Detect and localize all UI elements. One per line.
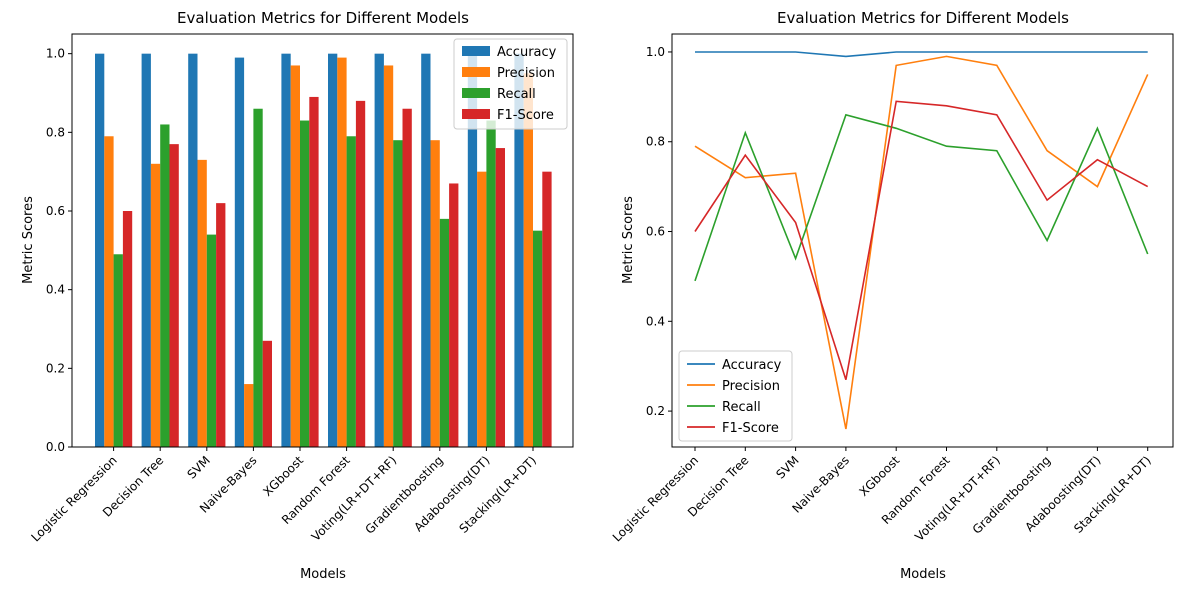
bar-y-tick-label: 1.0	[46, 47, 65, 61]
bar-accuracy-gradientboosting	[421, 53, 431, 448]
bar-precision-logistic-regression	[104, 136, 114, 447]
line-chart-legend: Accuracy Precision Recall F1-Score	[678, 350, 793, 442]
line-series-f1-score	[694, 100, 1149, 380]
line-legend-label-f1-score: F1-Score	[722, 421, 779, 436]
bar-chart-ylabel: Metric Scores	[21, 196, 36, 284]
bar-chart-xlabel: Models	[300, 567, 346, 582]
bar-recall-voting-lr-dt-rf	[393, 140, 403, 447]
line-legend-label-accuracy: Accuracy	[722, 358, 782, 373]
bar-recall-stacking-lr-dt	[533, 230, 543, 447]
bar-y-tick-label: 0.6	[46, 204, 65, 218]
bar-accuracy-voting-lr-dt-rf	[374, 53, 384, 448]
line-chart-ylabel: Metric Scores	[621, 196, 636, 284]
bar-precision-gradientboosting	[430, 140, 440, 447]
bar-f1-score-naive-bayes	[262, 340, 272, 447]
bar-f1-score-stacking-lr-dt	[542, 171, 552, 447]
bar-precision-adaboosting-dt	[477, 171, 487, 447]
line-series-accuracy	[695, 51, 1148, 58]
bar-legend-swatch-precision	[462, 67, 490, 77]
line-x-tick-label: SVM	[773, 453, 801, 481]
line-legend-label-recall: Recall	[722, 400, 761, 415]
bar-accuracy-svm	[188, 53, 198, 448]
line-legend-label-precision: Precision	[722, 379, 780, 394]
bar-precision-random-forest	[337, 57, 347, 447]
bar-recall-random-forest	[346, 136, 356, 447]
bar-legend-swatch-accuracy	[462, 46, 490, 56]
bar-legend-label-recall: Recall	[497, 87, 536, 102]
bar-accuracy-decision-tree	[141, 53, 151, 448]
bar-x-tick-label: XGboost	[260, 453, 306, 499]
line-legend-box	[678, 350, 793, 442]
bar-x-tick-label: Logistic Regression	[28, 453, 119, 544]
bar-recall-naive-bayes	[253, 108, 263, 447]
bar-f1-score-voting-lr-dt-rf	[402, 108, 412, 447]
bar-chart-title: Evaluation Metrics for Different Models	[177, 9, 469, 27]
line-y-tick-label: 1.0	[646, 45, 665, 59]
bar-recall-logistic-regression	[113, 254, 123, 447]
bar-accuracy-stacking-lr-dt	[514, 53, 524, 448]
bar-precision-naive-bayes	[244, 384, 254, 447]
bar-legend-swatch-recall	[462, 88, 490, 98]
bar-accuracy-logistic-regression	[95, 53, 105, 448]
bar-f1-score-adaboosting-dt	[495, 148, 505, 448]
bar-recall-gradientboosting	[439, 218, 450, 447]
line-chart-title: Evaluation Metrics for Different Models	[777, 9, 1069, 27]
bar-precision-xgboost	[290, 65, 300, 447]
bar-precision-stacking-lr-dt	[523, 73, 533, 447]
bar-recall-xgboost	[300, 120, 310, 448]
bar-chart-frame	[71, 33, 574, 448]
line-y-tick-label: 0.8	[646, 135, 665, 149]
bar-legend-label-f1-score: F1-Score	[497, 108, 554, 123]
line-series-precision	[694, 55, 1149, 430]
bar-legend-swatch-f1-score	[462, 109, 490, 119]
bar-marks	[95, 53, 552, 448]
bar-precision-voting-lr-dt-rf	[383, 65, 394, 447]
line-marks	[694, 51, 1149, 430]
bar-x-tick-label: Gradientboosting	[362, 453, 445, 536]
bar-y-tick-label: 0.2	[46, 361, 65, 375]
bar-legend-label-accuracy: Accuracy	[497, 45, 557, 60]
line-x-tick-label: Voting(LR+DT+RF)	[912, 453, 1003, 544]
bar-recall-adaboosting-dt	[486, 120, 496, 448]
bar-precision-svm	[197, 159, 207, 447]
bar-recall-svm	[206, 234, 217, 447]
line-chart-frame	[671, 33, 1174, 448]
line-y-ticks: 0.2 0.4 0.6 0.8 1.0	[646, 45, 672, 418]
line-x-tick-label: Logistic Regression	[610, 453, 701, 544]
bar-f1-score-xgboost	[309, 96, 319, 447]
bar-chart: Evaluation Metrics for Different Models …	[21, 9, 574, 582]
bar-f1-score-logistic-regression	[122, 211, 133, 447]
bar-legend-box	[453, 38, 568, 130]
line-series-recall	[694, 113, 1149, 282]
bar-y-tick-label: 0.8	[46, 125, 65, 139]
bar-accuracy-naive-bayes	[234, 57, 245, 447]
line-y-tick-label: 0.4	[646, 314, 665, 328]
bar-y-ticks: 0.0 0.2 0.4 0.6 0.8 1.0	[46, 47, 72, 454]
bar-f1-score-gradientboosting	[449, 183, 459, 447]
bar-x-tick-label: Voting(LR+DT+RF)	[309, 453, 400, 544]
bar-precision-decision-tree	[150, 163, 161, 448]
bar-accuracy-random-forest	[328, 53, 338, 448]
bar-recall-decision-tree	[160, 124, 170, 447]
line-chart-xlabel: Models	[900, 567, 946, 582]
bar-chart-legend: Accuracy Precision Recall F1-Score	[453, 38, 568, 130]
line-y-tick-label: 0.6	[646, 225, 665, 239]
bar-y-tick-label: 0.4	[46, 283, 65, 297]
bar-accuracy-xgboost	[281, 53, 291, 448]
bar-y-tick-label: 0.0	[46, 440, 65, 454]
bar-f1-score-decision-tree	[169, 144, 179, 447]
bar-accuracy-adaboosting-dt	[467, 53, 478, 448]
line-y-tick-label: 0.2	[646, 404, 665, 418]
line-chart: Evaluation Metrics for Different Models …	[610, 9, 1174, 582]
bar-x-tick-label: SVM	[185, 453, 213, 481]
bar-legend-label-precision: Precision	[497, 66, 555, 81]
bar-f1-score-random-forest	[355, 100, 366, 447]
bar-f1-score-svm	[216, 203, 226, 447]
line-x-tick-label: XGboost	[857, 453, 903, 499]
